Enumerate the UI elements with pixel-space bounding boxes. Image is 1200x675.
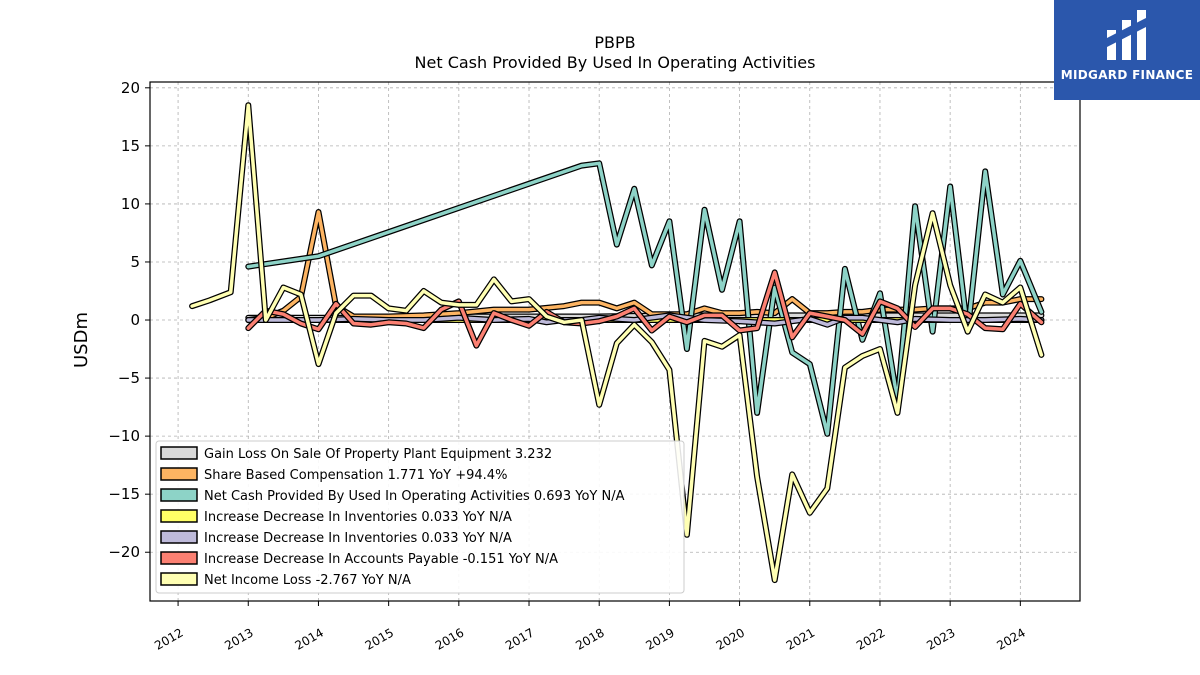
y-tick-label: 5: [130, 253, 140, 271]
legend-label: Share Based Compensation 1.771 YoY +94.4…: [204, 468, 507, 483]
x-tick-label: 2024: [994, 625, 1027, 652]
series-layer: [189, 102, 1045, 584]
x-tick-label: 2020: [714, 625, 747, 652]
chart-title: PBPB: [594, 33, 635, 52]
y-tick-label: 0: [130, 311, 140, 329]
legend-item: Increase Decrease In Accounts Payable -0…: [160, 551, 558, 567]
chart-subtitle: Net Cash Provided By Used In Operating A…: [415, 53, 816, 72]
legend-item: Gain Loss On Sale Of Property Plant Equi…: [160, 446, 552, 462]
legend-item: Increase Decrease In Inventories 0.033 Y…: [160, 530, 512, 546]
logo-text: MIDGARD FINANCE: [1060, 68, 1194, 82]
y-tick-label: 20: [121, 79, 140, 97]
x-tick-label: 2012: [152, 625, 185, 652]
legend-label: Increase Decrease In Accounts Payable -0…: [204, 552, 558, 567]
series-stroke: [246, 161, 1044, 436]
legend-swatch: [160, 572, 198, 586]
x-tick-label: 2016: [433, 625, 466, 652]
legend-item: Share Based Compensation 1.771 YoY +94.4…: [160, 467, 507, 483]
plot-frame: [149, 81, 1081, 602]
legend-swatch: [160, 530, 198, 544]
legend-swatch: [160, 551, 198, 565]
series-line: [189, 102, 1045, 584]
x-tick-label: 2018: [573, 625, 606, 652]
legend-label: Increase Decrease In Inventories 0.033 Y…: [204, 510, 512, 525]
legend-swatch: [160, 446, 198, 460]
legend-swatch: [160, 467, 198, 481]
x-tick-label: 2019: [643, 625, 676, 652]
legend-label: Increase Decrease In Inventories 0.033 Y…: [204, 531, 512, 546]
x-tick-label: 2015: [363, 625, 396, 652]
y-tick-label: 15: [121, 137, 140, 155]
legend-item: Net Income Loss -2.767 YoY N/A: [160, 572, 411, 588]
y-tick-label: −5: [118, 369, 140, 387]
y-tick-label: 10: [121, 195, 140, 213]
y-tick-label: −15: [108, 485, 140, 503]
series-line: [245, 269, 1045, 349]
x-tick-label: 2022: [854, 625, 887, 652]
legend-swatch: [160, 509, 198, 523]
y-tick-label: −20: [108, 543, 140, 561]
x-tick-label: 2023: [924, 625, 957, 652]
x-tick-label: 2017: [503, 625, 536, 652]
legend-box: [155, 440, 685, 594]
series-stroke: [246, 270, 1044, 348]
series-line: [245, 160, 1045, 437]
x-tick-label: 2021: [784, 625, 817, 652]
legend-swatch: [160, 488, 198, 502]
y-tick-label: −10: [108, 427, 140, 445]
legend-label: Net Cash Provided By Used In Operating A…: [204, 489, 625, 504]
legend-label: Gain Loss On Sale Of Property Plant Equi…: [204, 447, 552, 462]
midgard-logo-icon: [1107, 10, 1146, 60]
x-tick-label: 2014: [292, 625, 325, 652]
legend-label: Net Income Loss -2.767 YoY N/A: [204, 573, 411, 588]
legend-item: Increase Decrease In Inventories 0.033 Y…: [160, 509, 512, 525]
series-stroke: [190, 103, 1044, 582]
legend: Gain Loss On Sale Of Property Plant Equi…: [155, 440, 685, 594]
legend-item: Net Cash Provided By Used In Operating A…: [160, 488, 625, 504]
y-axis-label: USDm: [71, 312, 92, 368]
x-tick-label: 2013: [222, 625, 255, 652]
brand-logo: MIDGARD FINANCE: [1054, 0, 1200, 100]
